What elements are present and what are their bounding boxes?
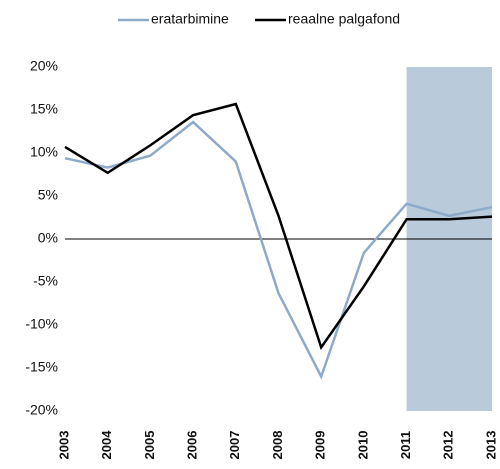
x-tick-label: 2011 bbox=[398, 431, 413, 459]
x-tick-label: 2005 bbox=[142, 431, 157, 460]
legend-label: eratarbimine bbox=[151, 11, 229, 27]
y-tick-label: -10% bbox=[25, 316, 58, 332]
x-tick-label: 2006 bbox=[185, 431, 200, 460]
x-tick-label: 2008 bbox=[270, 431, 285, 460]
x-tick-label: 2003 bbox=[56, 431, 71, 460]
y-tick-label: -15% bbox=[25, 359, 58, 375]
x-tick-label: 2009 bbox=[313, 431, 328, 460]
y-tick-label: -20% bbox=[25, 402, 58, 418]
x-tick-label: 2004 bbox=[99, 430, 114, 460]
y-tick-label: 5% bbox=[38, 187, 58, 203]
series-line bbox=[64, 120, 493, 380]
x-tick-label: 2013 bbox=[483, 431, 498, 460]
y-tick-label: 15% bbox=[30, 101, 58, 117]
y-tick-label: 10% bbox=[30, 144, 58, 160]
x-tick-label: 2010 bbox=[355, 431, 370, 460]
y-tick-label: -5% bbox=[33, 273, 58, 289]
legend-label: reaalne palgafond bbox=[288, 11, 400, 27]
y-tick-label: 20% bbox=[30, 58, 58, 74]
y-tick-label: 0% bbox=[38, 230, 58, 246]
series-line bbox=[64, 102, 493, 351]
x-tick-label: 2012 bbox=[441, 431, 456, 460]
x-tick-label: 2007 bbox=[227, 431, 242, 460]
